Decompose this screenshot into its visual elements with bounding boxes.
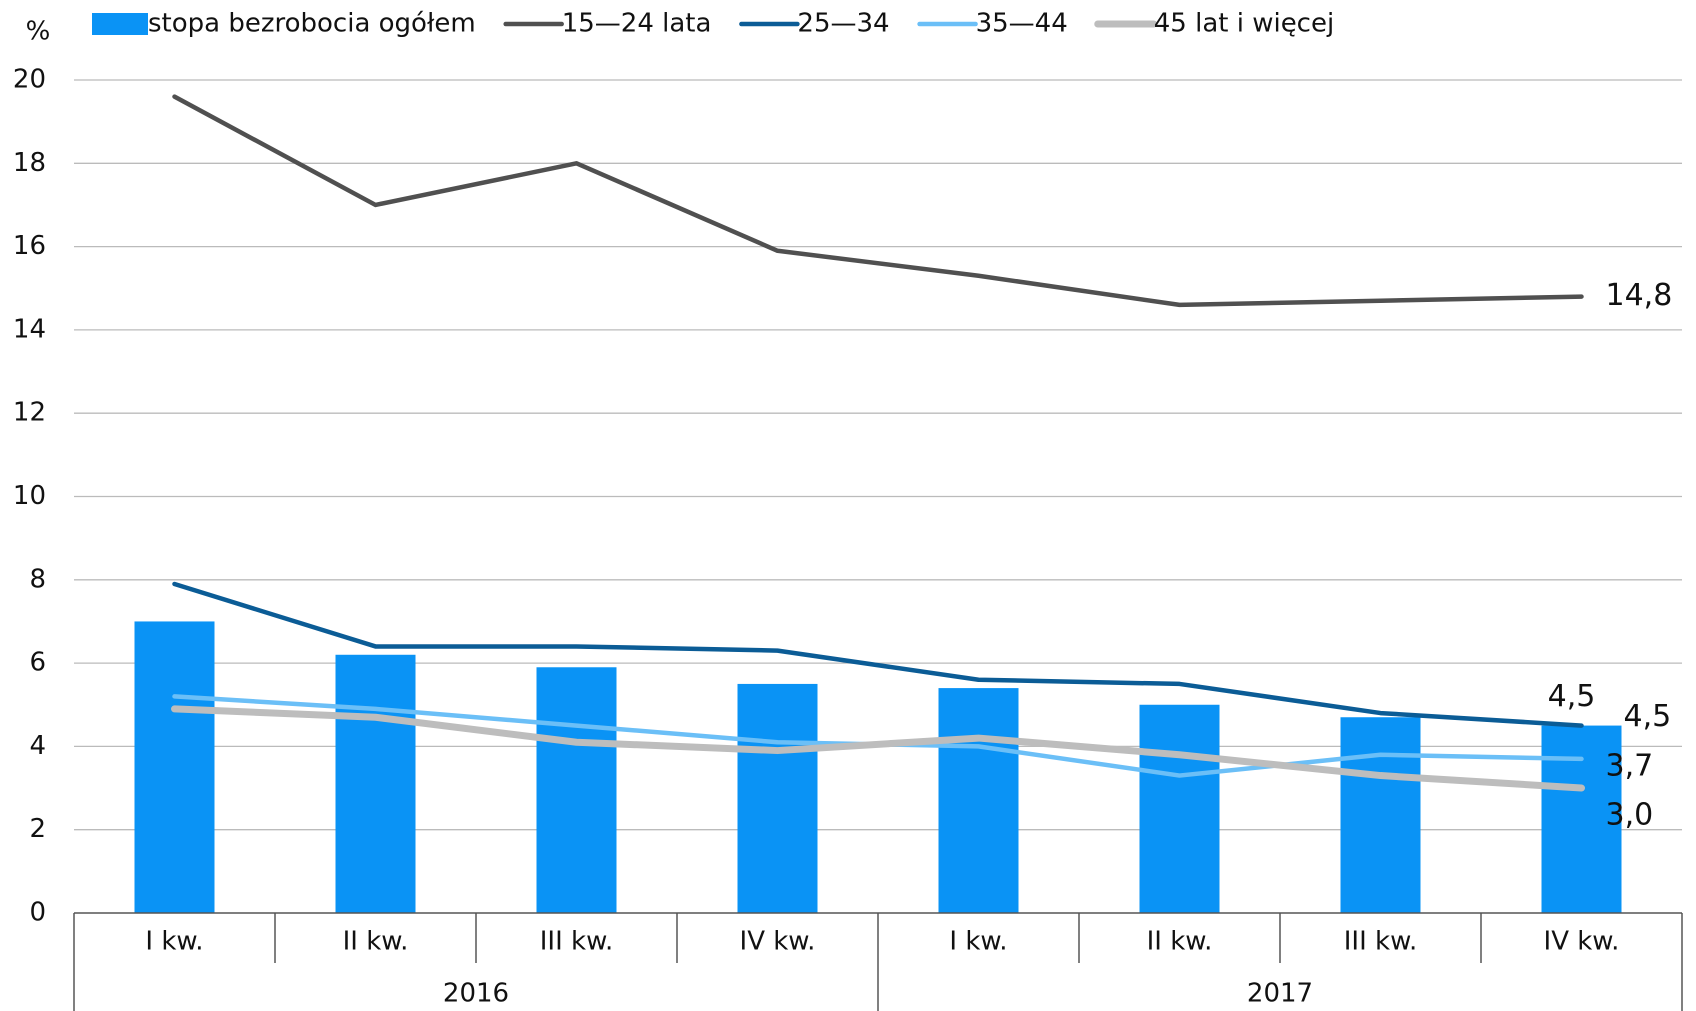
bar bbox=[1340, 717, 1421, 913]
x-tick-label: II kw. bbox=[1147, 927, 1213, 957]
y-tick-label: 2 bbox=[29, 814, 46, 844]
x-tick-label: III kw. bbox=[1344, 927, 1417, 957]
x-tick-label: III kw. bbox=[540, 927, 613, 957]
y-tick-label: 14 bbox=[13, 314, 46, 344]
bar bbox=[335, 654, 416, 913]
bar bbox=[536, 667, 617, 913]
x-tick-label: II kw. bbox=[343, 927, 409, 957]
y-tick-label: 12 bbox=[13, 398, 46, 428]
y-tick-label: 10 bbox=[13, 481, 46, 511]
x-tick-label: IV kw. bbox=[1544, 927, 1620, 957]
line-series bbox=[171, 705, 1585, 792]
value-label: 4,5 bbox=[1624, 699, 1672, 734]
legend-label: stopa bezrobocia ogółem bbox=[148, 9, 476, 39]
x-tick-label: IV kw. bbox=[740, 927, 816, 957]
y-tick-label: 20 bbox=[13, 65, 46, 95]
legend-label: 15—24 lata bbox=[562, 9, 712, 39]
y-tick-label: 4 bbox=[29, 731, 46, 761]
group-label: 2016 bbox=[443, 979, 509, 1009]
legend-swatch bbox=[92, 13, 148, 35]
y-axis-label: % bbox=[26, 17, 51, 47]
value-label: 4,5 bbox=[1548, 679, 1596, 714]
bar bbox=[737, 683, 818, 913]
x-tick-label: I kw. bbox=[145, 927, 203, 957]
y-tick-label: 6 bbox=[29, 648, 46, 678]
group-label: 2017 bbox=[1247, 979, 1313, 1009]
x-tick-label: I kw. bbox=[949, 927, 1007, 957]
value-label: 3,0 bbox=[1606, 798, 1654, 833]
line-series bbox=[172, 581, 1584, 728]
bar bbox=[938, 688, 1019, 913]
bar bbox=[134, 621, 215, 913]
y-tick-label: 18 bbox=[13, 148, 46, 178]
bar bbox=[1139, 704, 1220, 913]
legend-label: 35—44 bbox=[976, 9, 1068, 39]
legend-label: 25—34 bbox=[797, 9, 889, 39]
value-label: 14,8 bbox=[1606, 278, 1673, 313]
line-series bbox=[172, 94, 1584, 308]
y-tick-label: 16 bbox=[13, 231, 46, 261]
value-label: 3,7 bbox=[1606, 748, 1654, 783]
legend-label: 45 lat i więcej bbox=[1154, 9, 1334, 39]
y-tick-label: 0 bbox=[29, 898, 46, 928]
y-tick-label: 8 bbox=[29, 564, 46, 594]
